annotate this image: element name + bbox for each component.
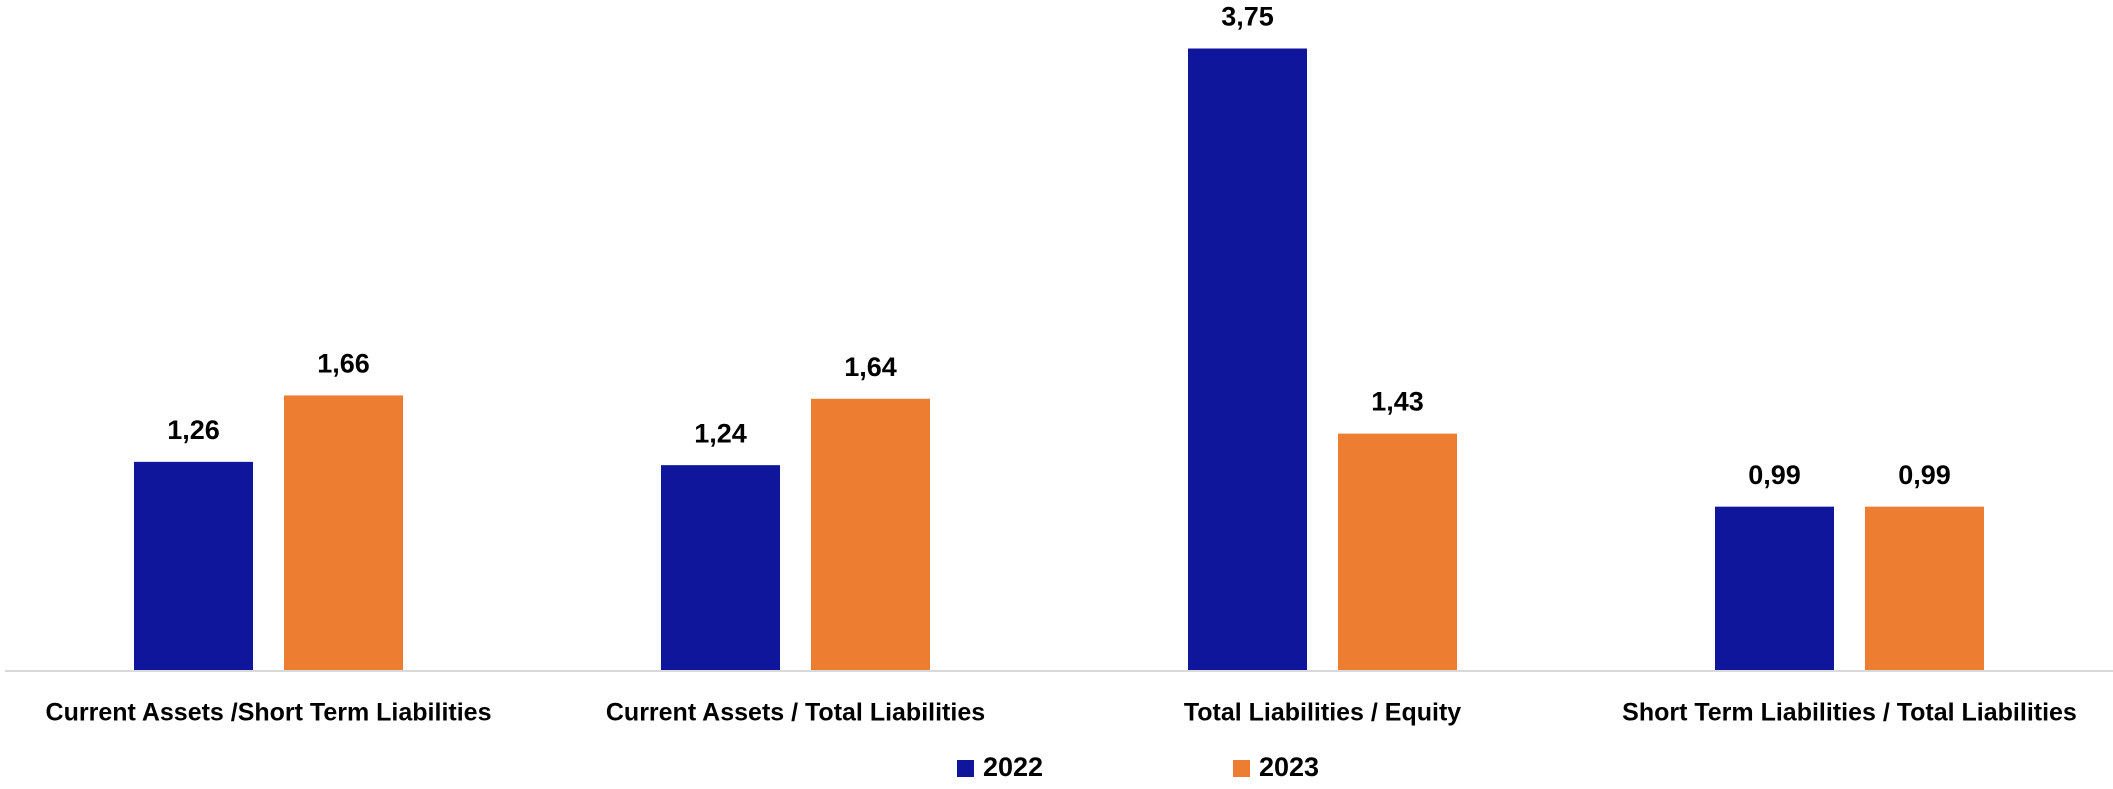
x-tick-label: Total Liabilities / Equity — [1184, 699, 1461, 727]
data-label: 1,43 — [1371, 387, 1424, 417]
bar — [134, 461, 253, 671]
x-tick-label: Short Term Liabilities / Total Liabiliti… — [1622, 699, 2077, 727]
data-label: 1,24 — [694, 418, 747, 448]
x-tick-label: Current Assets / Total Liabilities — [606, 699, 985, 727]
bar — [1865, 506, 1984, 671]
data-label: 1,66 — [317, 349, 370, 379]
legend-swatch — [1233, 760, 1250, 777]
bar — [1338, 433, 1457, 671]
legend-label: 2023 — [1259, 752, 1319, 782]
bar — [1188, 48, 1307, 671]
x-tick-label: Current Assets /Short Term Liabilities — [46, 699, 492, 727]
bar — [284, 395, 403, 671]
bar — [811, 398, 930, 671]
legend-label: 2022 — [983, 752, 1043, 782]
legend-swatch — [957, 760, 974, 777]
data-label: 1,64 — [844, 352, 897, 382]
data-label: 3,75 — [1221, 2, 1274, 32]
data-label: 0,99 — [1748, 460, 1801, 490]
data-label: 0,99 — [1898, 460, 1951, 490]
data-label: 1,26 — [167, 415, 220, 445]
bar — [661, 465, 780, 671]
bar — [1715, 506, 1834, 671]
